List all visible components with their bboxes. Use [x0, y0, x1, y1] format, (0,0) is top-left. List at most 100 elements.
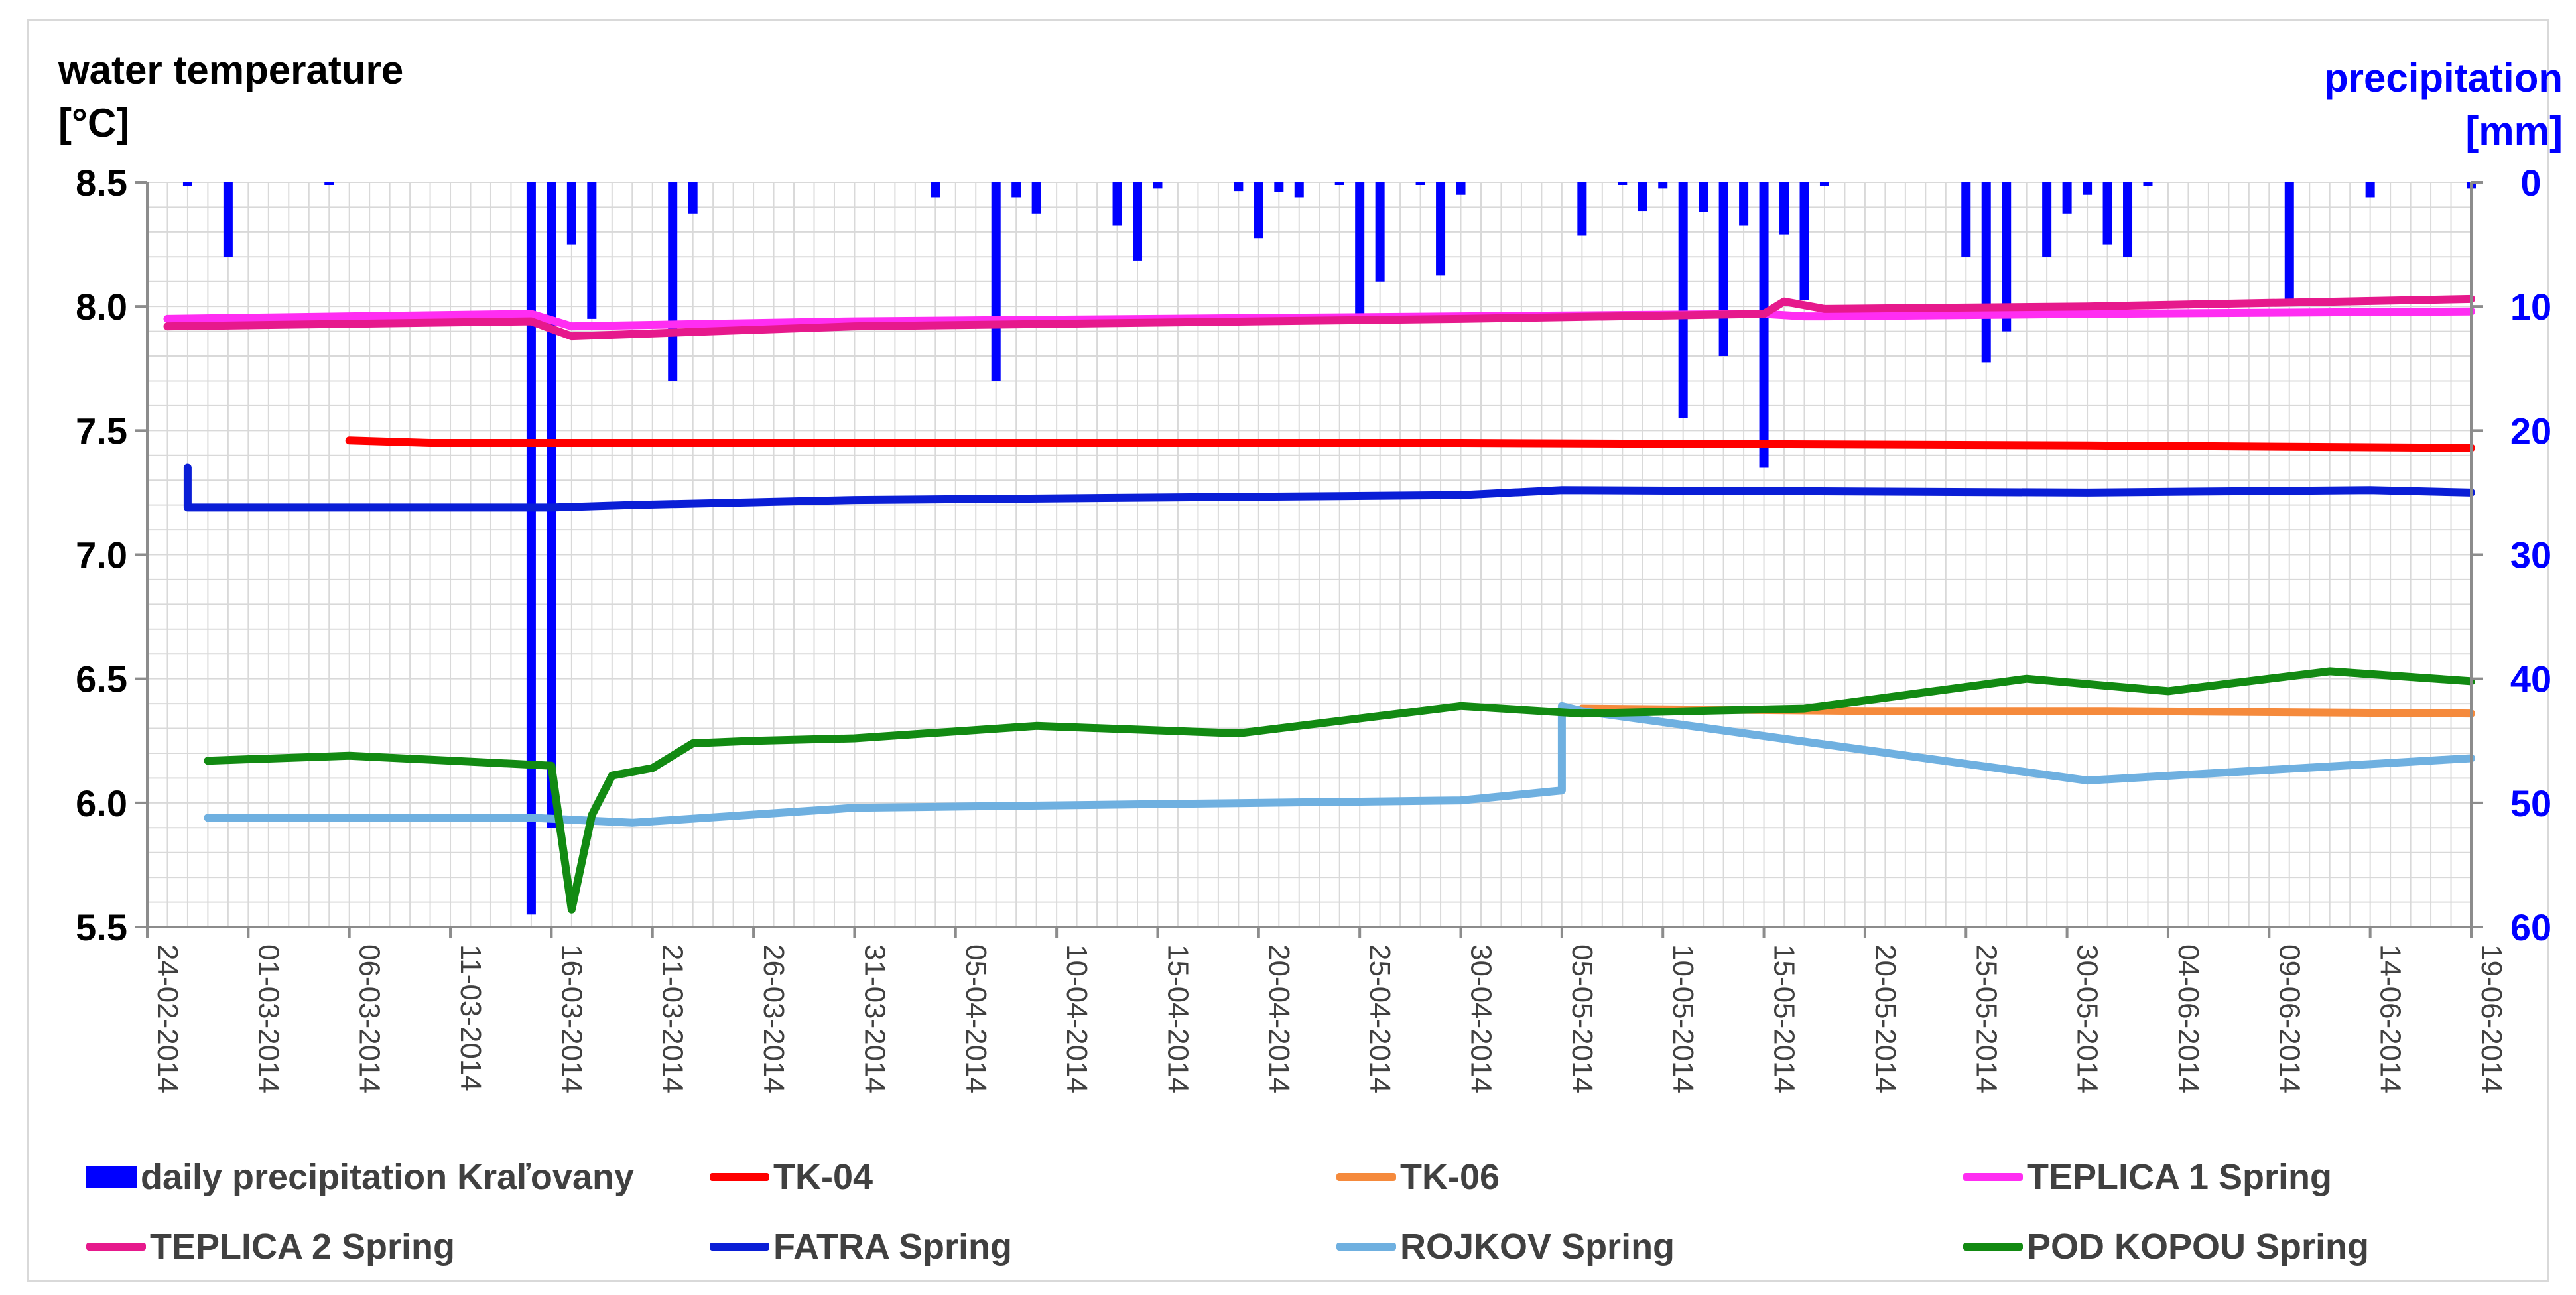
right-tick-label: 30 [2510, 534, 2551, 576]
series-line [204, 667, 2475, 914]
precipitation-bars [182, 182, 2476, 915]
precipitation-bar [1638, 182, 1647, 212]
precipitation-bar [1618, 182, 1628, 185]
legend-swatch-fatra [710, 1243, 769, 1251]
legend-label: POD KOPOU Spring [2027, 1227, 2370, 1266]
precipitation-bar [223, 182, 233, 257]
right-tick-label: 20 [2510, 410, 2551, 452]
precipitation-bar [1658, 182, 1668, 189]
x-tick-label: 31-03-2014 [858, 944, 891, 1093]
legend-item-precip: daily precipitation Kraľovany [86, 1144, 634, 1210]
precipitation-bar [1274, 182, 1284, 192]
right-axis-title: precipitation [mm] [2323, 56, 2563, 153]
x-tick-label: 16-03-2014 [555, 944, 588, 1093]
x-tick-label: 11-03-2014 [454, 944, 487, 1091]
legend-item-tk04: TK-04 [710, 1144, 873, 1210]
legend-label: TEPLICA 1 Spring [2027, 1157, 2333, 1197]
precipitation-bar [566, 182, 576, 245]
x-tick-label: 04-06-2014 [2172, 944, 2205, 1093]
precipitation-bar [182, 182, 192, 186]
precipitation-bar [526, 182, 536, 915]
precipitation-bar [1819, 182, 1829, 186]
precipitation-bar [688, 182, 698, 214]
left-tick-label: 6.0 [76, 782, 127, 824]
precipitation-bar [1234, 182, 1244, 192]
legend-swatch-podkopou [1963, 1243, 2023, 1251]
precipitation-bar [1961, 182, 1971, 257]
x-tick-label: 14-06-2014 [2374, 944, 2407, 1093]
x-tick-label: 09-06-2014 [2273, 944, 2305, 1093]
precipitation-bar [2143, 182, 2153, 186]
legend-label: daily precipitation Kraľovany [141, 1157, 635, 1197]
precipitation-bar [2062, 182, 2072, 214]
precipitation-bar [1759, 182, 1769, 468]
precipitation-bar [587, 182, 597, 319]
precipitation-bar [1254, 182, 1263, 239]
legend-swatch-teplica1 [1963, 1173, 2023, 1181]
right-tick-label: 40 [2510, 658, 2551, 700]
precipitation-bar [1739, 182, 1749, 226]
legend-label: TEPLICA 2 Spring [150, 1227, 456, 1266]
series-lines [163, 294, 2475, 914]
precipitation-bar [1718, 182, 1728, 357]
legend-swatch-rojkov [1336, 1243, 1396, 1251]
precipitation-bar [1456, 182, 1466, 195]
x-tick-label: 30-04-2014 [1465, 944, 1498, 1093]
x-tick-label: 10-04-2014 [1061, 944, 1093, 1093]
precipitation-bar [1334, 182, 1344, 185]
right-tick-label: 0 [2520, 162, 2541, 204]
precipitation-bar [1133, 182, 1143, 261]
precipitation-bar [2123, 182, 2133, 257]
precipitation-bar [668, 182, 678, 381]
left-axis-title: water temperature [°C] [58, 48, 404, 145]
legend-item-teplica1: TEPLICA 1 Spring [1963, 1144, 2332, 1210]
precipitation-bar [1153, 182, 1163, 189]
x-tick-label: 25-04-2014 [1364, 944, 1396, 1093]
left-tick-label: 6.5 [76, 658, 127, 700]
precipitation-bar [1981, 182, 1991, 363]
axes: 8.5 8.0 7.5 7.0 6.5 6.0 5.5 0 10 20 30 40 50 60 24-02-… [76, 162, 2551, 1093]
precipitation-bar [2284, 182, 2294, 300]
legend-item-rojkov: ROJKOV Spring [1336, 1213, 1675, 1280]
precipitation-bar [1577, 182, 1587, 236]
precipitation-bar [931, 182, 940, 198]
legend-swatch-tk04 [710, 1173, 769, 1181]
precipitation-bar [2365, 182, 2375, 198]
x-tick-label: 21-03-2014 [657, 944, 689, 1093]
precipitation-bar [1799, 182, 1809, 300]
right-tick-label: 60 [2510, 906, 2551, 948]
x-tick-label: 15-05-2014 [1768, 944, 1801, 1093]
precipitation-bar [2042, 182, 2052, 257]
legend: daily precipitation Kraľovany TK-04 TK-0… [86, 1144, 2500, 1283]
x-tick-label: 25-05-2014 [1970, 944, 2002, 1093]
legend-swatch-tk06 [1336, 1173, 1396, 1181]
precipitation-bar [1678, 182, 1688, 418]
left-tick-label: 8.5 [76, 162, 127, 204]
left-tick-label: 7.5 [76, 410, 127, 452]
legend-swatch-precip [86, 1166, 137, 1188]
precipitation-bar [324, 182, 334, 185]
precipitation-bar [2083, 182, 2093, 195]
left-tick-label: 7.0 [76, 534, 127, 576]
precipitation-bar [1031, 182, 1041, 214]
right-tick-label: 50 [2510, 782, 2551, 824]
left-tick-label: 5.5 [76, 906, 127, 948]
precipitation-bar [1011, 182, 1021, 198]
legend-label: FATRA Spring [773, 1227, 1012, 1266]
x-tick-label: 24-02-2014 [151, 944, 184, 1093]
legend-swatch-teplica2 [86, 1243, 146, 1251]
left-tick-label: 8.0 [76, 286, 127, 328]
series-line [345, 436, 2475, 452]
precipitation-bar [1436, 182, 1446, 276]
precipitation-bar [2102, 182, 2112, 245]
legend-item-fatra: FATRA Spring [710, 1213, 1012, 1280]
precipitation-bar [1294, 182, 1304, 198]
x-tick-label: 26-03-2014 [757, 944, 790, 1093]
x-tick-label: 05-05-2014 [1566, 944, 1598, 1093]
precipitation-bar [1779, 182, 1789, 235]
x-tick-label: 15-04-2014 [1161, 944, 1194, 1093]
x-tick-label: 05-04-2014 [960, 944, 992, 1093]
legend-label: TK-04 [773, 1157, 873, 1197]
precipitation-bar [1699, 182, 1708, 212]
